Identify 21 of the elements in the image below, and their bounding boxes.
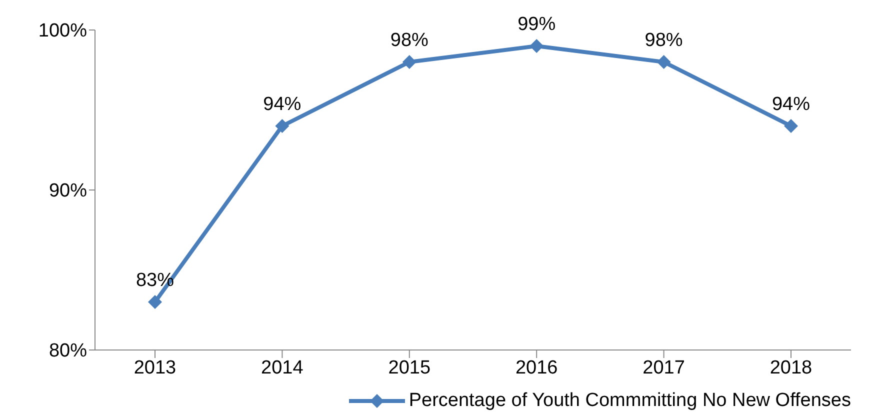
point xyxy=(530,39,544,53)
point xyxy=(784,119,798,133)
y-tick-label: 90% xyxy=(48,180,88,202)
data-label: 98% xyxy=(390,30,429,51)
x-tick-label: 2013 xyxy=(134,357,176,378)
x-tick-label: 2017 xyxy=(642,357,685,378)
x-tick-label: 2014 xyxy=(261,357,304,378)
legend-label: Percentage of Youth Commmitting No New Offenses xyxy=(408,390,851,412)
point xyxy=(402,55,416,69)
y-tick-label: 100% xyxy=(38,20,88,42)
data-label: 94% xyxy=(263,94,302,115)
data-label: 98% xyxy=(644,30,683,51)
x-tick-label: 2016 xyxy=(515,357,558,378)
data-label: 99% xyxy=(518,14,556,35)
x-tick-label: 2018 xyxy=(770,357,812,378)
point xyxy=(656,55,671,69)
data-label: 94% xyxy=(772,94,810,115)
y-tick-label: 80% xyxy=(48,340,88,362)
point xyxy=(148,295,162,309)
point xyxy=(275,119,290,133)
x-tick-label: 2015 xyxy=(388,357,431,378)
